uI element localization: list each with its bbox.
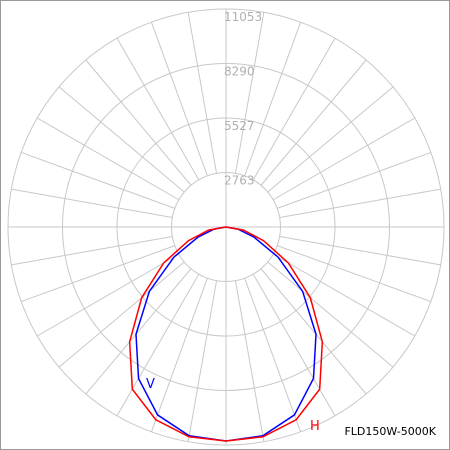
spoke (187, 12, 218, 174)
spoke (234, 12, 265, 174)
grid-ring (116, 117, 336, 337)
series-line (128, 226, 324, 442)
grid-ring (171, 172, 281, 282)
r-tick-label: 5527 (224, 119, 255, 133)
spoke (252, 273, 336, 417)
grid-ring (7, 8, 445, 446)
spoke (20, 151, 175, 209)
spoke (11, 188, 173, 219)
r-tick-label: 8290 (224, 64, 255, 78)
spoke (234, 280, 265, 442)
spoke (267, 86, 394, 193)
spoke (244, 21, 302, 176)
spoke (260, 59, 367, 186)
r-tick-label: 2763 (224, 174, 255, 188)
spoke (85, 59, 192, 186)
spoke (36, 253, 180, 337)
spoke (58, 261, 185, 368)
chart-title: FLD150W-5000K (344, 425, 436, 438)
spoke (279, 235, 441, 266)
spoke (244, 278, 302, 433)
spoke (277, 245, 432, 303)
spoke (279, 188, 441, 219)
spoke (150, 21, 208, 176)
spoke (150, 278, 208, 433)
spoke (116, 273, 200, 417)
spoke (272, 117, 416, 201)
grid: 2763 5527 8290 11053 (7, 8, 445, 446)
series-label: V (146, 377, 155, 392)
spoke (20, 245, 175, 303)
series-label: H (310, 419, 320, 434)
r-tick-label: 11053 (224, 10, 262, 24)
spoke (11, 235, 173, 266)
spoke (272, 253, 416, 337)
spoke (85, 268, 192, 395)
spoke (187, 280, 218, 442)
grid-ring (61, 62, 391, 392)
spoke (36, 117, 180, 201)
spoke (116, 37, 200, 181)
spoke (252, 37, 336, 181)
spoke (58, 86, 185, 193)
curves: VH (128, 226, 324, 442)
spoke (260, 268, 367, 395)
spoke (267, 261, 394, 368)
spoke (277, 151, 432, 209)
